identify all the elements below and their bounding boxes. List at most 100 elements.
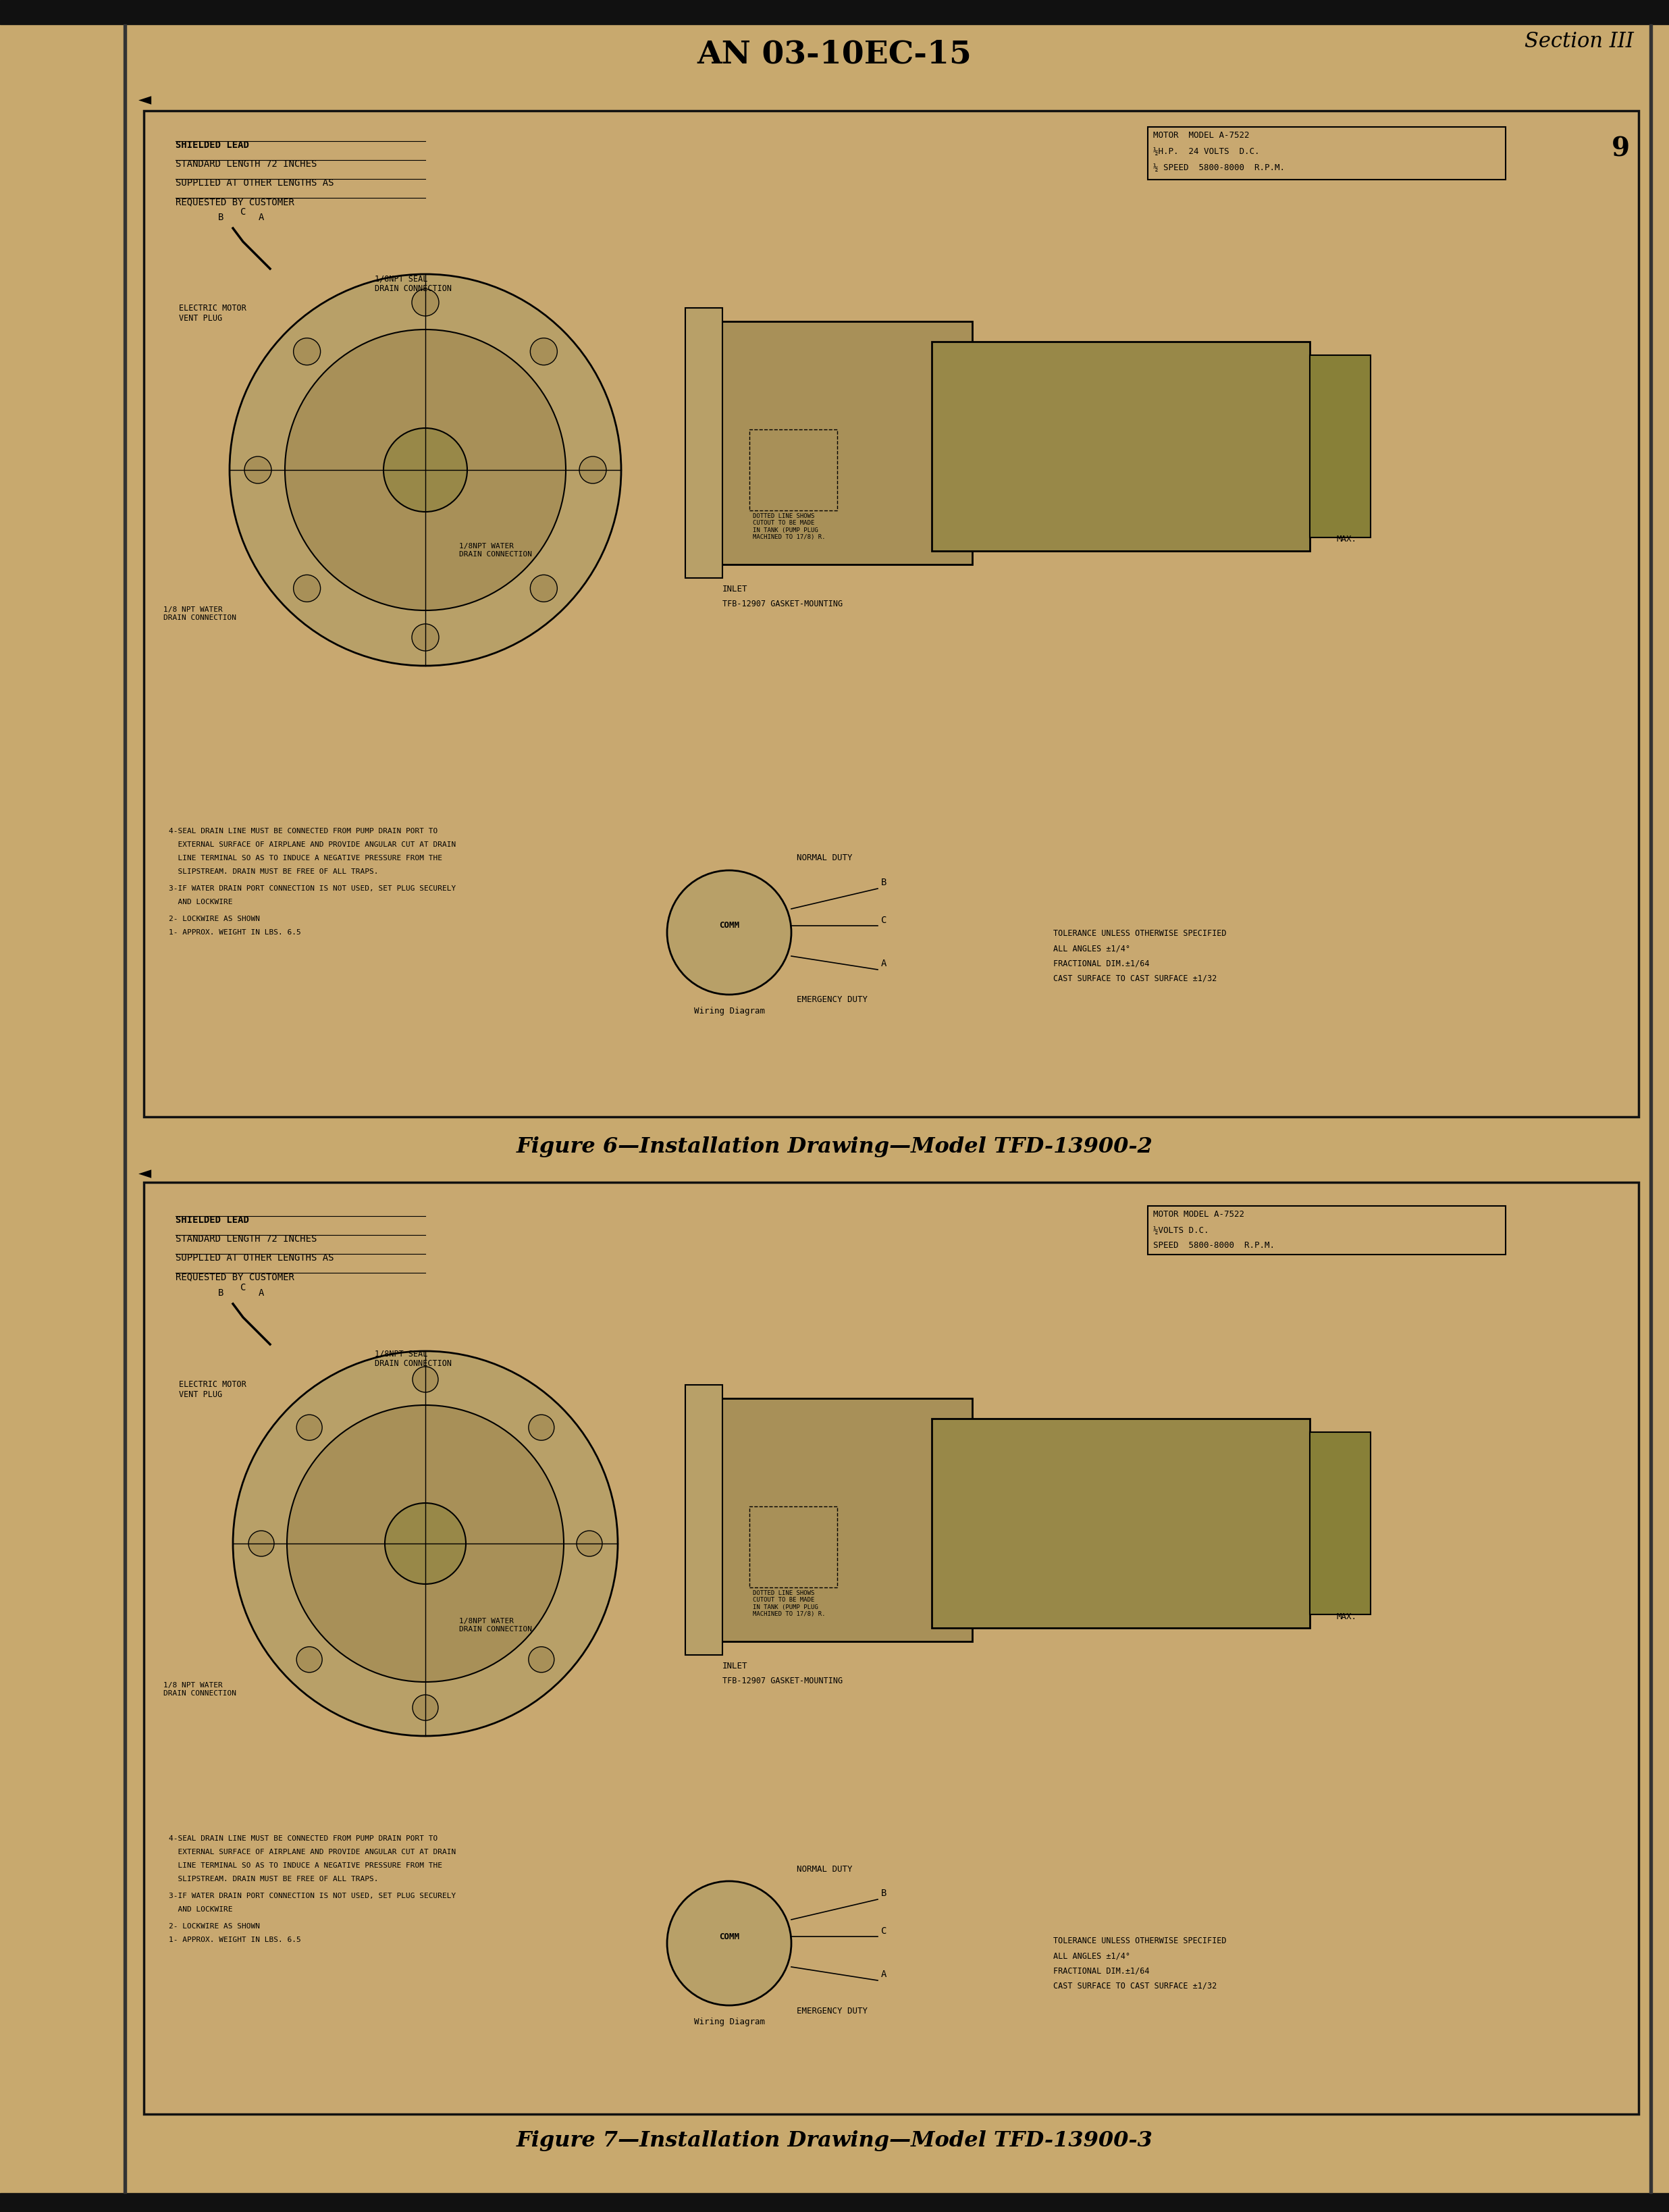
- Text: A: A: [259, 1287, 264, 1298]
- Circle shape: [294, 575, 320, 602]
- Text: MAX.: MAX.: [1337, 535, 1357, 544]
- Bar: [144, 1181, 1639, 2115]
- Text: NORMAL DUTY: NORMAL DUTY: [796, 854, 853, 863]
- Circle shape: [287, 1405, 564, 1681]
- Text: ALL ANGLES ±1/4°: ALL ANGLES ±1/4°: [1053, 945, 1130, 953]
- Text: ELECTRIC MOTOR
VENT PLUG: ELECTRIC MOTOR VENT PLUG: [179, 1380, 247, 1398]
- Text: SLIPSTREAM. DRAIN MUST BE FREE OF ALL TRAPS.: SLIPSTREAM. DRAIN MUST BE FREE OF ALL TR…: [169, 1876, 379, 1882]
- Text: B: B: [219, 212, 224, 221]
- Circle shape: [297, 1646, 322, 1672]
- Circle shape: [285, 330, 566, 611]
- Bar: [1310, 356, 1370, 538]
- Text: Figure 6—Installation Drawing—Model TFD-13900-2: Figure 6—Installation Drawing—Model TFD-…: [516, 1137, 1153, 1157]
- Text: LINE TERMINAL SO AS TO INDUCE A NEGATIVE PRESSURE FROM THE: LINE TERMINAL SO AS TO INDUCE A NEGATIVE…: [169, 1863, 442, 1869]
- Text: TFB-12907 GASKET-MOUNTING: TFB-12907 GASKET-MOUNTING: [723, 1677, 843, 1686]
- Bar: [1310, 1431, 1370, 1615]
- Text: Figure 7—Installation Drawing—Model TFD-13900-3: Figure 7—Installation Drawing—Model TFD-…: [516, 2130, 1153, 2152]
- Text: DOTTED LINE SHOWS
CUTOUT TO BE MADE
IN TANK (PUMP PLUG
MACHINED TO 17/8) R.: DOTTED LINE SHOWS CUTOUT TO BE MADE IN T…: [753, 1590, 826, 1617]
- Bar: [716, 321, 973, 564]
- Bar: [144, 111, 1639, 1117]
- Text: STANDARD LENGTH 72 INCHES: STANDARD LENGTH 72 INCHES: [175, 159, 317, 168]
- Text: SPEED  5800-8000  R.P.M.: SPEED 5800-8000 R.P.M.: [1153, 1241, 1275, 1250]
- Text: SUPPLIED AT OTHER LENGTHS AS: SUPPLIED AT OTHER LENGTHS AS: [175, 1254, 334, 1263]
- Circle shape: [668, 869, 791, 995]
- Circle shape: [294, 338, 320, 365]
- Text: 4-SEAL DRAIN LINE MUST BE CONNECTED FROM PUMP DRAIN PORT TO: 4-SEAL DRAIN LINE MUST BE CONNECTED FROM…: [169, 1836, 437, 1843]
- Circle shape: [244, 456, 272, 484]
- Text: AND LOCKWIRE: AND LOCKWIRE: [169, 898, 232, 905]
- Text: DOTTED LINE SHOWS
CUTOUT TO BE MADE
IN TANK (PUMP PLUG
MACHINED TO 17/8) R.: DOTTED LINE SHOWS CUTOUT TO BE MADE IN T…: [753, 513, 826, 540]
- Bar: [931, 1418, 1310, 1628]
- Bar: [686, 1385, 723, 1655]
- Circle shape: [412, 1367, 439, 1391]
- Text: NORMAL DUTY: NORMAL DUTY: [796, 1865, 853, 1874]
- Text: B: B: [219, 1287, 224, 1298]
- Bar: [124, 24, 127, 2192]
- Text: COMM: COMM: [719, 922, 739, 929]
- Text: REQUESTED BY CUSTOMER: REQUESTED BY CUSTOMER: [175, 197, 294, 206]
- Text: 1/8NPT WATER
DRAIN CONNECTION: 1/8NPT WATER DRAIN CONNECTION: [459, 1617, 532, 1632]
- Circle shape: [576, 1531, 603, 1557]
- Circle shape: [529, 1416, 554, 1440]
- Text: ◄: ◄: [139, 1166, 152, 1181]
- Text: INLET: INLET: [723, 584, 748, 593]
- Circle shape: [230, 274, 621, 666]
- Text: 1- APPROX. WEIGHT IN LBS. 6.5: 1- APPROX. WEIGHT IN LBS. 6.5: [169, 929, 300, 936]
- Text: ½H.P.  24 VOLTS  D.C.: ½H.P. 24 VOLTS D.C.: [1153, 148, 1260, 157]
- Text: REQUESTED BY CUSTOMER: REQUESTED BY CUSTOMER: [175, 1272, 294, 1281]
- Text: C: C: [881, 1927, 886, 1936]
- Text: AN 03-10EC-15: AN 03-10EC-15: [698, 40, 971, 71]
- Bar: [716, 1398, 973, 1641]
- Text: SHIELDED LEAD: SHIELDED LEAD: [175, 139, 249, 150]
- Bar: [931, 341, 1310, 551]
- Circle shape: [579, 456, 606, 484]
- Text: 1/8 NPT WATER
DRAIN CONNECTION: 1/8 NPT WATER DRAIN CONNECTION: [164, 606, 237, 622]
- Circle shape: [412, 1694, 439, 1721]
- Text: MOTOR  MODEL A-7522: MOTOR MODEL A-7522: [1153, 131, 1250, 139]
- Circle shape: [234, 1352, 618, 1736]
- Text: A: A: [881, 1969, 886, 1980]
- Text: 1/8NPT WATER
DRAIN CONNECTION: 1/8NPT WATER DRAIN CONNECTION: [459, 542, 532, 557]
- Text: 4-SEAL DRAIN LINE MUST BE CONNECTED FROM PUMP DRAIN PORT TO: 4-SEAL DRAIN LINE MUST BE CONNECTED FROM…: [169, 827, 437, 834]
- Bar: [0, 2192, 1669, 2212]
- Text: EMERGENCY DUTY: EMERGENCY DUTY: [796, 995, 868, 1004]
- Bar: [1148, 1206, 1505, 1254]
- Text: ALL ANGLES ±1/4°: ALL ANGLES ±1/4°: [1053, 1951, 1130, 1960]
- Text: SLIPSTREAM. DRAIN MUST BE FREE OF ALL TRAPS.: SLIPSTREAM. DRAIN MUST BE FREE OF ALL TR…: [169, 869, 379, 876]
- Text: C: C: [240, 208, 245, 217]
- Circle shape: [297, 1416, 322, 1440]
- Text: MAX.: MAX.: [1337, 1613, 1357, 1621]
- Text: CAST SURFACE TO CAST SURFACE ±1/32: CAST SURFACE TO CAST SURFACE ±1/32: [1053, 1982, 1217, 1991]
- Text: ◄: ◄: [139, 93, 152, 108]
- Text: COMM: COMM: [719, 1931, 739, 1940]
- Text: A: A: [881, 958, 886, 969]
- Text: A: A: [259, 212, 264, 221]
- Text: EMERGENCY DUTY: EMERGENCY DUTY: [796, 2006, 868, 2015]
- Circle shape: [531, 575, 557, 602]
- Text: 2- LOCKWIRE AS SHOWN: 2- LOCKWIRE AS SHOWN: [169, 916, 260, 922]
- Bar: [0, 0, 1669, 24]
- Text: FRACTIONAL DIM.±1/64: FRACTIONAL DIM.±1/64: [1053, 958, 1150, 967]
- Text: AND LOCKWIRE: AND LOCKWIRE: [169, 1907, 232, 1913]
- Text: B: B: [881, 1889, 886, 1898]
- Text: 3-IF WATER DRAIN PORT CONNECTION IS NOT USED, SET PLUG SECURELY: 3-IF WATER DRAIN PORT CONNECTION IS NOT …: [169, 1893, 456, 1900]
- Circle shape: [384, 429, 467, 511]
- Bar: [749, 1506, 838, 1588]
- Text: Wiring Diagram: Wiring Diagram: [694, 2017, 764, 2026]
- Bar: [686, 307, 723, 577]
- Text: 1/8 NPT WATER
DRAIN CONNECTION: 1/8 NPT WATER DRAIN CONNECTION: [164, 1681, 237, 1697]
- Circle shape: [249, 1531, 274, 1557]
- Text: FRACTIONAL DIM.±1/64: FRACTIONAL DIM.±1/64: [1053, 1966, 1150, 1975]
- Text: C: C: [240, 1283, 245, 1292]
- Text: EXTERNAL SURFACE OF AIRPLANE AND PROVIDE ANGULAR CUT AT DRAIN: EXTERNAL SURFACE OF AIRPLANE AND PROVIDE…: [169, 1849, 456, 1856]
- Text: Section III: Section III: [1525, 31, 1634, 51]
- Text: SHIELDED LEAD: SHIELDED LEAD: [175, 1214, 249, 1225]
- Circle shape: [386, 1502, 466, 1584]
- Circle shape: [531, 338, 557, 365]
- Text: TOLERANCE UNLESS OTHERWISE SPECIFIED: TOLERANCE UNLESS OTHERWISE SPECIFIED: [1053, 929, 1227, 938]
- Circle shape: [668, 1880, 791, 2006]
- Bar: [1649, 24, 1652, 2192]
- Text: EXTERNAL SURFACE OF AIRPLANE AND PROVIDE ANGULAR CUT AT DRAIN: EXTERNAL SURFACE OF AIRPLANE AND PROVIDE…: [169, 841, 456, 847]
- Text: 1/8NPT SEAL
DRAIN CONNECTION: 1/8NPT SEAL DRAIN CONNECTION: [376, 1349, 452, 1367]
- Text: MOTOR MODEL A-7522: MOTOR MODEL A-7522: [1153, 1210, 1245, 1219]
